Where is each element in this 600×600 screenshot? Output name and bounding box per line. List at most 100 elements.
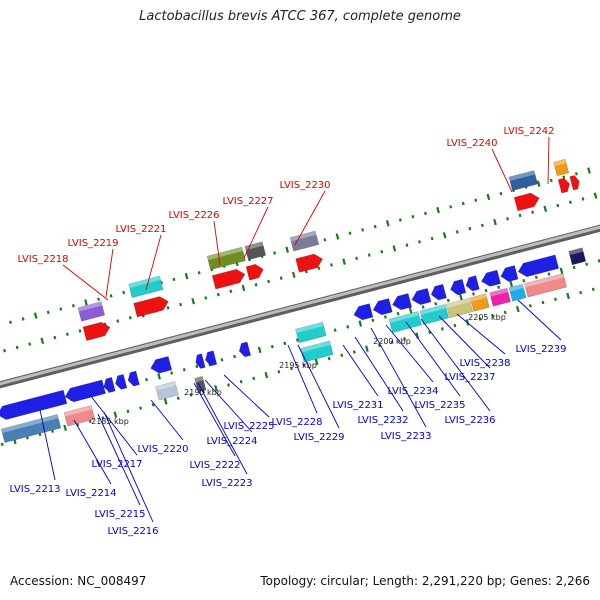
- tick-mark: [547, 272, 551, 276]
- gene-label-lvis_2237: LVIS_2237: [444, 372, 495, 383]
- gene-feature: [63, 405, 96, 427]
- gene-label-lvis_2219: LVIS_2219: [67, 238, 118, 249]
- gene-feature: [150, 356, 173, 374]
- tick-mark: [522, 278, 526, 283]
- tick-mark: [405, 243, 409, 247]
- tick-mark: [396, 311, 400, 316]
- gene-highlight: [155, 381, 176, 391]
- gene-feature: [244, 241, 267, 261]
- tick-mark: [371, 318, 375, 322]
- tick-mark: [335, 233, 340, 240]
- tick-mark: [340, 353, 344, 358]
- gene-feature: [465, 275, 480, 292]
- gene-highlight: [508, 170, 536, 181]
- gene-feature: [481, 269, 502, 287]
- tick-mark: [348, 231, 352, 235]
- label-leader: [213, 220, 221, 266]
- label-leader: [385, 324, 434, 383]
- tick-mark: [122, 290, 126, 295]
- tick-mark: [172, 277, 176, 282]
- tick-mark: [9, 320, 12, 325]
- tick-mark: [408, 307, 413, 314]
- tick-mark: [327, 356, 331, 361]
- gene-label-lvis_2216: LVIS_2216: [107, 526, 158, 537]
- tick-mark: [264, 371, 269, 379]
- gene-feature: [372, 298, 393, 316]
- tick-label: 2200 kbp: [373, 337, 411, 346]
- gene-highlight: [128, 275, 161, 288]
- gene-label-lvis_2218: LVIS_2218: [17, 254, 68, 265]
- label-leaders: [39, 136, 562, 523]
- tick-mark: [166, 306, 170, 310]
- tick-mark: [195, 364, 199, 369]
- gene-feature: [500, 265, 519, 282]
- gene-feature: [557, 177, 570, 194]
- label-leader: [223, 374, 270, 418]
- label-leader: [294, 190, 326, 246]
- tick-mark: [109, 294, 113, 298]
- tick-mark: [346, 325, 350, 329]
- gene-feature: [353, 303, 374, 321]
- tick-mark: [314, 358, 319, 366]
- tick-mark: [3, 348, 6, 353]
- gene-label-lvis_2239: LVIS_2239: [515, 344, 566, 355]
- label-leader: [243, 206, 269, 259]
- tick-mark: [277, 370, 281, 374]
- gene-feature: [489, 287, 511, 307]
- tick-mark: [478, 317, 482, 321]
- gene-highlight: [64, 405, 93, 417]
- tick-mark: [33, 312, 38, 319]
- tick-mark: [239, 379, 243, 384]
- tick-mark: [273, 251, 277, 255]
- gene-label-lvis_2231: LVIS_2231: [332, 400, 383, 411]
- tick-label: 2195 kbp: [279, 361, 317, 370]
- gene-feature: [205, 350, 218, 367]
- label-leader: [405, 321, 461, 397]
- tick-mark: [390, 340, 394, 344]
- gene-highlight: [508, 284, 524, 292]
- label-leader: [145, 234, 162, 291]
- label-leader: [197, 382, 248, 475]
- tick-mark: [40, 337, 45, 345]
- label-leader: [89, 394, 138, 456]
- tick-mark: [536, 180, 541, 187]
- tick-mark: [461, 201, 465, 206]
- tick-mark: [270, 344, 274, 349]
- tick-mark: [515, 305, 520, 313]
- label-leader: [204, 379, 253, 433]
- label-leader: [62, 264, 109, 301]
- tick-mark: [182, 368, 186, 372]
- tick-mark: [497, 285, 501, 290]
- tick-label: 2185 kbp: [91, 417, 129, 426]
- tick-label: 2205 kbp: [468, 313, 506, 322]
- gene-label-lvis_2232: LVIS_2232: [357, 415, 408, 426]
- tick-mark: [418, 240, 421, 244]
- tick-mark: [534, 275, 538, 280]
- tick-mark: [499, 191, 503, 196]
- tick-mark: [480, 223, 484, 228]
- tick-mark: [267, 279, 271, 284]
- tick-mark: [204, 296, 208, 300]
- tick-mark: [574, 172, 578, 176]
- tick-mark: [323, 238, 327, 242]
- label-leader: [420, 318, 491, 412]
- gene-feature: [127, 370, 140, 387]
- gene-label-lvis_2215: LVIS_2215: [94, 509, 145, 520]
- gene-feature: [206, 246, 246, 271]
- gene-label-lvis_2234: LVIS_2234: [387, 386, 438, 397]
- tick-mark: [585, 262, 589, 266]
- tick-mark: [430, 236, 434, 241]
- tick-mark: [78, 329, 82, 333]
- genome-summary: Topology: circular; Length: 2,291,220 bp…: [260, 574, 590, 588]
- gene-label-lvis_2235: LVIS_2235: [414, 400, 465, 411]
- label-leader: [73, 419, 112, 485]
- label-leader: [342, 344, 379, 397]
- tick-mark: [279, 276, 283, 280]
- gene-feature: [513, 192, 540, 212]
- gene-feature: [0, 414, 62, 444]
- tick-mark: [528, 304, 532, 308]
- gene-highlight: [419, 304, 447, 315]
- tick-mark: [434, 302, 438, 306]
- gene-label-lvis_2220: LVIS_2220: [137, 444, 188, 455]
